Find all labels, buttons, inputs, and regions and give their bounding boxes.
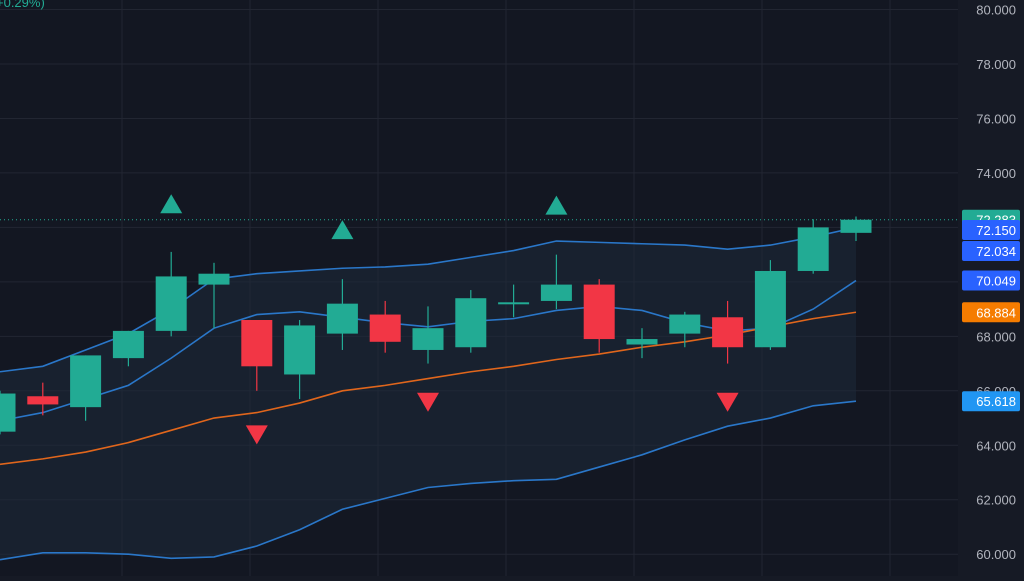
candle-body	[198, 273, 230, 285]
candle[interactable]	[797, 219, 829, 274]
sell-signal-arrow	[417, 392, 439, 412]
candle[interactable]	[326, 279, 358, 350]
candle[interactable]	[198, 262, 230, 329]
price-label-text: 70.049	[976, 274, 1016, 289]
candle[interactable]	[669, 311, 701, 348]
sell-signal-arrow	[245, 425, 268, 445]
candle-body	[754, 270, 786, 348]
candle-body	[326, 303, 358, 334]
sell-signal-arrow	[716, 392, 739, 412]
price-label: 70.049	[962, 270, 1020, 291]
candle[interactable]	[626, 328, 658, 359]
candle-body	[241, 320, 273, 367]
candle[interactable]	[369, 300, 401, 353]
price-label-background	[962, 220, 1020, 240]
price-label: 68.884	[962, 302, 1020, 323]
candle[interactable]	[712, 300, 744, 364]
price-label: 72.034	[962, 241, 1020, 261]
candle-body	[70, 355, 102, 408]
candle-body	[669, 314, 701, 334]
candle[interactable]	[155, 251, 187, 337]
price-label: 72.150	[962, 220, 1020, 240]
y-tick-label: 62.000	[976, 493, 1016, 508]
candles[interactable]	[0, 216, 872, 435]
candle[interactable]	[112, 330, 144, 367]
price-label: 65.618	[962, 391, 1020, 412]
candle-body	[583, 284, 615, 340]
price-label-text: 68.884	[976, 305, 1016, 320]
y-tick-label: 68.000	[976, 329, 1016, 344]
candle-body	[626, 339, 658, 345]
candle-body	[797, 227, 829, 271]
candle-body	[112, 330, 144, 359]
y-tick-label: 76.000	[976, 111, 1016, 126]
candle[interactable]	[455, 290, 487, 353]
candle-body	[27, 396, 59, 405]
candle-body	[155, 276, 187, 331]
y-tick-label: 80.000	[976, 3, 1016, 18]
signal-markers	[160, 194, 739, 445]
candle-body	[540, 284, 572, 301]
price-label-background	[962, 302, 1020, 323]
candle[interactable]	[583, 279, 615, 353]
candle[interactable]	[27, 382, 59, 416]
candle[interactable]	[412, 306, 444, 364]
candle[interactable]	[540, 254, 572, 310]
candle-body	[284, 325, 316, 375]
candle-body	[840, 219, 872, 233]
candle-body	[455, 298, 487, 348]
price-label-background	[962, 270, 1020, 291]
candle-body	[0, 393, 16, 432]
price-change-text: +0.29%)	[0, 0, 45, 10]
candle-body	[498, 302, 530, 305]
buy-signal-arrow	[160, 194, 183, 214]
candle-body	[412, 328, 444, 350]
price-label-text: 72.034	[976, 244, 1016, 259]
candle[interactable]	[498, 284, 530, 318]
candle-body	[369, 314, 401, 342]
band-upper-line	[0, 226, 857, 373]
y-tick-label: 78.000	[976, 57, 1016, 72]
candle[interactable]	[241, 320, 273, 391]
buy-signal-arrow	[331, 220, 354, 240]
price-label-text: 72.150	[976, 223, 1016, 238]
candle[interactable]	[70, 355, 102, 421]
y-tick-label: 60.000	[976, 547, 1016, 562]
y-tick-label: 74.000	[976, 166, 1016, 181]
candle-body	[712, 317, 744, 348]
candle[interactable]	[754, 260, 786, 350]
candle[interactable]	[840, 216, 872, 242]
candle[interactable]	[0, 390, 16, 435]
price-label-background	[962, 241, 1020, 261]
band-lower-line	[0, 400, 857, 561]
y-tick-label: 64.000	[976, 438, 1016, 453]
price-label-background	[962, 391, 1020, 412]
candle[interactable]	[284, 320, 316, 399]
buy-signal-arrow	[545, 195, 568, 215]
price-label-text: 65.618	[976, 394, 1016, 409]
